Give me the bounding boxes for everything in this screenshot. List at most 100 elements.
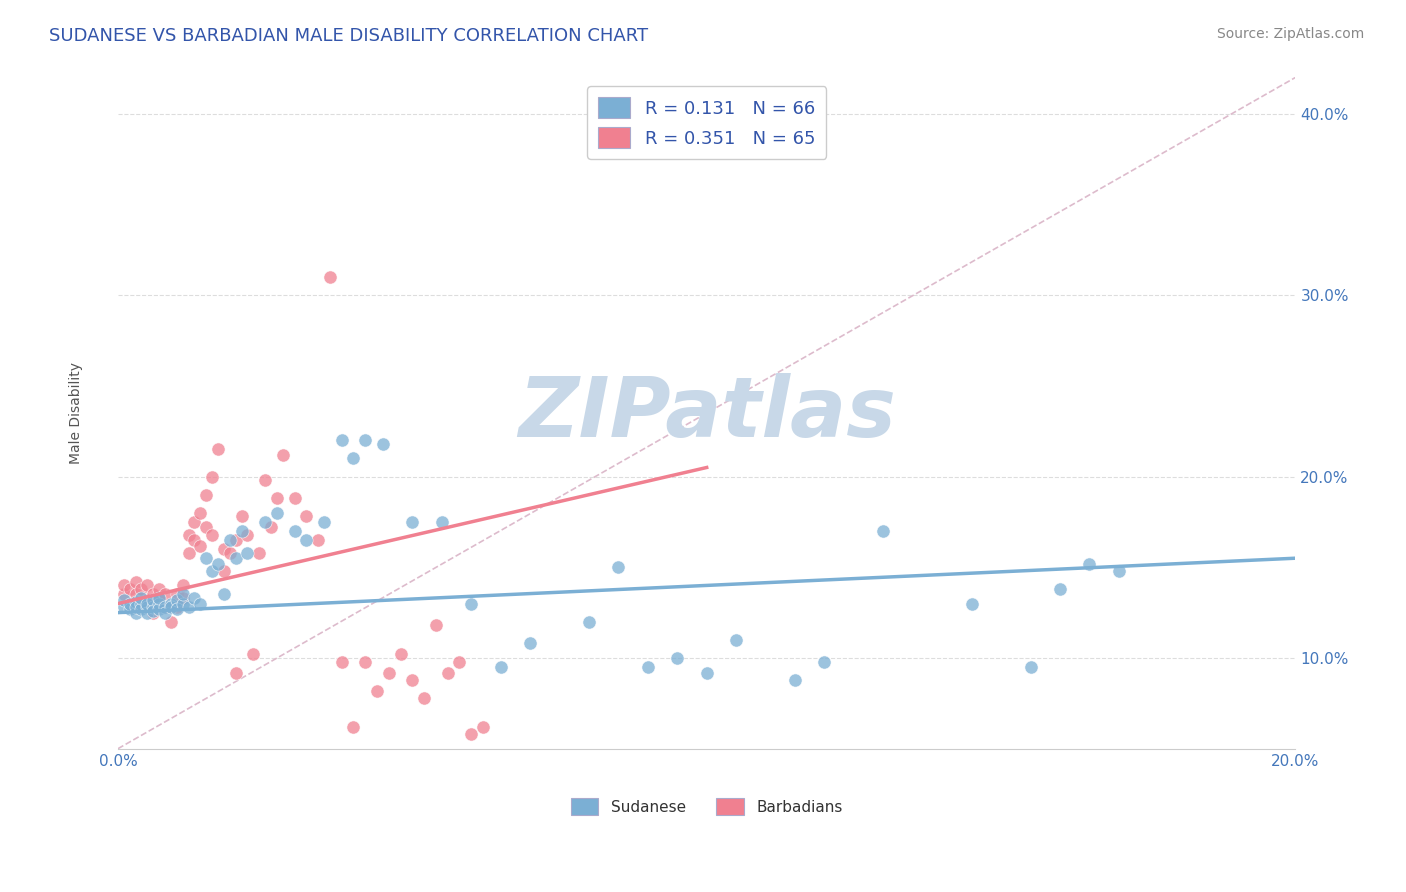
Point bbox=[118, 597, 141, 611]
Point bbox=[166, 600, 188, 615]
Text: Source: ZipAtlas.com: Source: ZipAtlas.com bbox=[1216, 27, 1364, 41]
Point bbox=[136, 606, 159, 620]
Point bbox=[183, 591, 205, 606]
Point bbox=[260, 520, 283, 534]
Point bbox=[112, 587, 135, 601]
Point bbox=[160, 597, 183, 611]
Point bbox=[637, 660, 659, 674]
Point bbox=[330, 434, 353, 448]
Point bbox=[225, 665, 247, 680]
Point bbox=[319, 270, 342, 285]
Point bbox=[112, 578, 135, 592]
Point bbox=[153, 606, 176, 620]
Point bbox=[124, 595, 146, 609]
Point bbox=[236, 527, 259, 541]
Point bbox=[148, 602, 170, 616]
Point bbox=[124, 606, 146, 620]
Point bbox=[142, 606, 165, 620]
Point bbox=[242, 648, 264, 662]
Point bbox=[148, 582, 170, 596]
Point bbox=[124, 600, 146, 615]
Point bbox=[153, 600, 176, 615]
Point bbox=[489, 660, 512, 674]
Point bbox=[166, 593, 188, 607]
Point bbox=[460, 597, 482, 611]
Point bbox=[342, 451, 364, 466]
Point bbox=[172, 591, 194, 606]
Point bbox=[1078, 557, 1101, 571]
Point bbox=[142, 597, 165, 611]
Text: ZIPatlas: ZIPatlas bbox=[517, 373, 896, 453]
Point bbox=[172, 578, 194, 592]
Point bbox=[666, 651, 689, 665]
Point bbox=[401, 673, 423, 687]
Point bbox=[436, 665, 458, 680]
Point bbox=[131, 597, 153, 611]
Point bbox=[354, 434, 377, 448]
Point bbox=[207, 442, 229, 457]
Point bbox=[148, 591, 170, 606]
Point bbox=[284, 524, 307, 538]
Point bbox=[124, 600, 146, 615]
Point bbox=[295, 509, 318, 524]
Point bbox=[136, 593, 159, 607]
Point bbox=[449, 655, 471, 669]
Point bbox=[271, 448, 294, 462]
Point bbox=[195, 551, 218, 566]
Point bbox=[201, 564, 224, 578]
Text: SUDANESE VS BARBADIAN MALE DISABILITY CORRELATION CHART: SUDANESE VS BARBADIAN MALE DISABILITY CO… bbox=[49, 27, 648, 45]
Point bbox=[472, 720, 495, 734]
Point bbox=[284, 491, 307, 506]
Point bbox=[366, 683, 388, 698]
Point bbox=[295, 533, 318, 547]
Point bbox=[254, 515, 277, 529]
Point bbox=[177, 600, 200, 615]
Point bbox=[247, 546, 270, 560]
Point bbox=[460, 727, 482, 741]
Point bbox=[177, 527, 200, 541]
Point bbox=[578, 615, 600, 629]
Point bbox=[166, 602, 188, 616]
Point bbox=[148, 593, 170, 607]
Point bbox=[342, 720, 364, 734]
Point bbox=[212, 542, 235, 557]
Point bbox=[118, 602, 141, 616]
Point bbox=[378, 665, 401, 680]
Point bbox=[236, 546, 259, 560]
Point bbox=[201, 527, 224, 541]
Point bbox=[872, 524, 894, 538]
Point bbox=[148, 597, 170, 611]
Point bbox=[354, 655, 377, 669]
Point bbox=[519, 636, 541, 650]
Point bbox=[183, 533, 205, 547]
Point bbox=[225, 533, 247, 547]
Point bbox=[172, 597, 194, 611]
Point bbox=[131, 591, 153, 606]
Point bbox=[136, 600, 159, 615]
Legend: Sudanese, Barbadians: Sudanese, Barbadians bbox=[565, 792, 849, 822]
Point bbox=[118, 582, 141, 596]
Point bbox=[218, 533, 240, 547]
Point bbox=[160, 615, 183, 629]
Point bbox=[124, 587, 146, 601]
Point bbox=[118, 597, 141, 611]
Point bbox=[212, 587, 235, 601]
Point bbox=[172, 587, 194, 601]
Point bbox=[266, 506, 288, 520]
Point bbox=[142, 593, 165, 607]
Point bbox=[166, 587, 188, 601]
Point bbox=[195, 520, 218, 534]
Point bbox=[1049, 582, 1071, 596]
Point bbox=[195, 488, 218, 502]
Point bbox=[124, 574, 146, 589]
Point bbox=[190, 539, 212, 553]
Point bbox=[142, 600, 165, 615]
Point bbox=[425, 618, 447, 632]
Y-axis label: Male Disability: Male Disability bbox=[69, 362, 83, 464]
Point bbox=[254, 473, 277, 487]
Point bbox=[136, 600, 159, 615]
Point bbox=[1108, 564, 1130, 578]
Point bbox=[218, 546, 240, 560]
Point bbox=[607, 560, 630, 574]
Point bbox=[131, 582, 153, 596]
